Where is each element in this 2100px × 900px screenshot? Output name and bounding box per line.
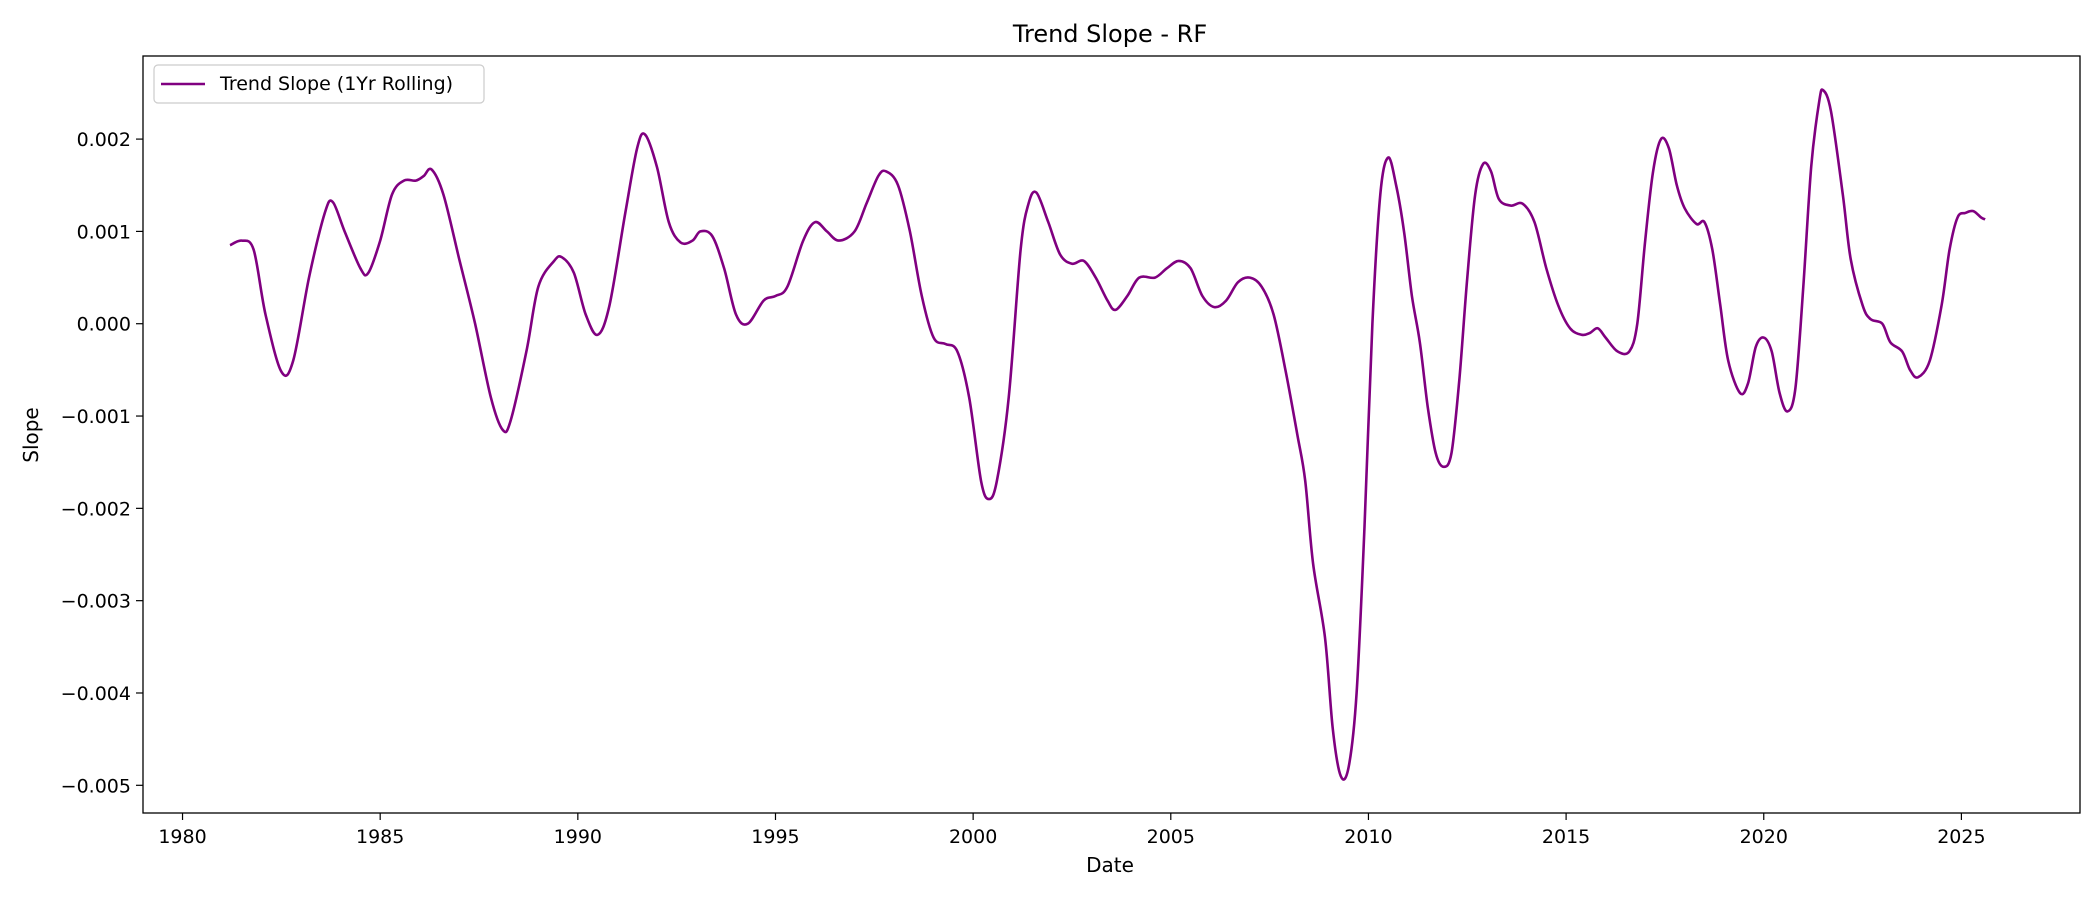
legend-box <box>153 64 485 104</box>
y-tick-label: −0.001 <box>61 406 131 428</box>
x-tick-label: 1985 <box>356 826 404 848</box>
y-tick-label: −0.005 <box>61 775 131 797</box>
x-tick-label: 1980 <box>158 826 206 848</box>
y-axis-title: Slope <box>19 407 43 463</box>
x-axis-title: Date <box>1086 853 1134 877</box>
y-tick-label: −0.003 <box>61 591 131 613</box>
x-axis: 1980 1985 1990 1995 2000 2005 2010 2015 2020 2025 <box>158 813 1986 848</box>
plot-area-frame <box>142 55 2081 814</box>
y-tick-label: 0.002 <box>77 129 131 151</box>
x-tick-label: 2020 <box>1740 826 1788 848</box>
legend: Trend Slope (1Yr Rolling) <box>153 64 485 104</box>
y-tick-label: 0.000 <box>77 314 131 336</box>
x-tick-label: 2015 <box>1542 826 1590 848</box>
x-tick-label: 2000 <box>949 826 997 848</box>
y-tick-label: −0.002 <box>61 498 131 520</box>
x-tick-label: 1995 <box>751 826 799 848</box>
series-line-trend-slope <box>229 88 1986 781</box>
y-tick-label: 0.001 <box>77 221 131 243</box>
x-tick-label: 2005 <box>1147 826 1195 848</box>
x-tick-label: 1990 <box>554 826 602 848</box>
legend-label: Trend Slope (1Yr Rolling) <box>219 73 453 95</box>
y-axis: 0.002 0.001 0.000 −0.001 −0.002 −0.003 −0.004 −… <box>61 129 143 797</box>
y-tick-label: −0.004 <box>61 683 131 705</box>
x-tick-label: 2025 <box>1937 826 1985 848</box>
x-tick-label: 2010 <box>1344 826 1392 848</box>
chart-title: Trend Slope - RF <box>1012 20 1207 48</box>
